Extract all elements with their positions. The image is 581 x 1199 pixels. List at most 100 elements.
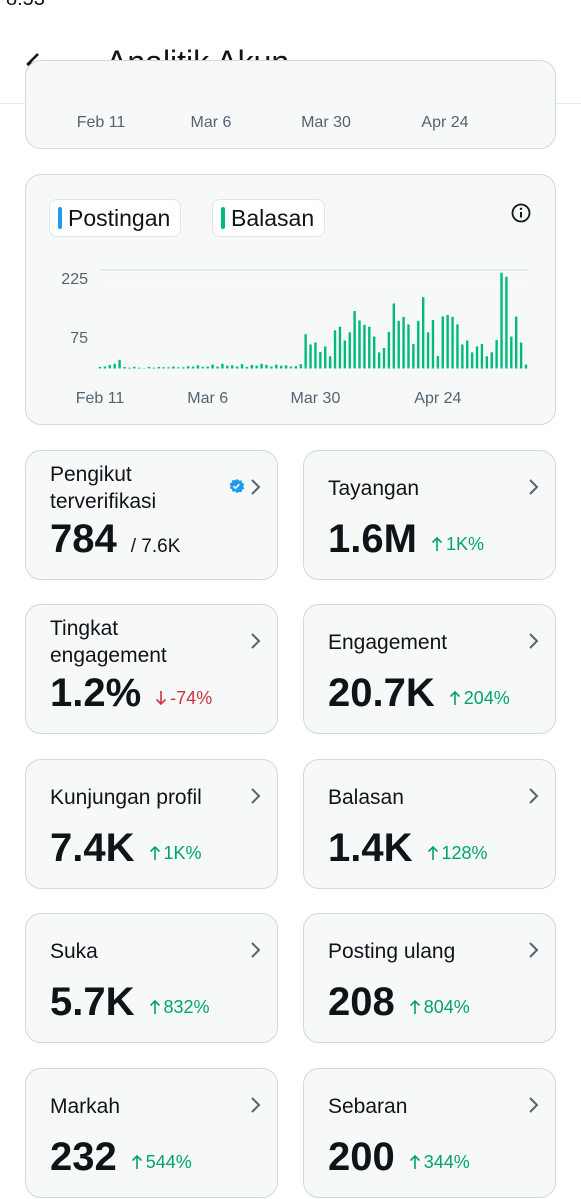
bar [328,356,332,369]
change-arrow [149,845,160,860]
metric-value-row: 1.2% -74% [50,671,212,716]
bar [319,351,322,368]
metric-value: 784 [50,517,117,561]
change-arrow [431,536,443,551]
metric-card[interactable]: Kunjungan profil 7.4K 1K% [25,759,278,889]
change-arrow [131,1154,142,1169]
bar [456,324,459,368]
x-tick-label: Feb 11 [76,390,125,407]
metric-change-value: 128% [441,842,488,863]
change-arrow [449,690,460,705]
metric-value: 1.6M [328,517,417,561]
bar [191,366,195,369]
legend-label: Postingan [68,204,171,231]
bar [382,367,386,369]
bar [103,366,107,369]
bar [480,367,484,369]
bar [368,326,371,369]
bar [505,367,508,369]
metric-label: Tingkat engagement [50,617,167,667]
legend-item[interactable]: Postingan [49,199,182,237]
metric-card[interactable]: Pengikut terverifikasi 784 / 7.6K [25,450,278,580]
bar [392,303,395,368]
bar [524,364,528,369]
metric-change-value: 344% [423,1151,470,1172]
metric-value: 5.7K [50,980,135,1024]
x-label: Mar 30 [301,114,351,131]
legend-swatch [221,207,225,229]
bar [235,366,239,369]
bar [147,366,151,369]
info-icon[interactable] [510,202,532,224]
metric-card[interactable]: Sebaran 200 344% [303,1068,556,1198]
bar [226,365,229,369]
bar [162,367,165,369]
metric-card[interactable]: Engagement 20.7K 204% [303,604,556,734]
bar [519,342,523,369]
bar [186,366,190,369]
bar [441,316,444,368]
bar [128,367,131,369]
metric-card[interactable]: Tayangan 1.6M 1K% [303,450,556,580]
bar [240,364,244,369]
bar [515,316,518,368]
metric-change: 1K% [431,534,484,555]
metric-change-value: -74% [170,687,213,708]
change-arrow [427,845,438,860]
bar [490,352,493,369]
bar [265,364,268,369]
metric-value: 1.4K [328,826,413,870]
bar [98,366,102,369]
chevron [251,1097,261,1113]
bar [348,367,351,369]
bar [441,367,444,369]
metric-label: Posting ulang [328,939,456,963]
metric-label: Sebaran [328,1094,408,1118]
previous-chart-card [25,60,556,149]
metric-card[interactable]: Balasan 1.4K 128% [303,759,556,889]
bar [108,364,111,369]
metric-change: 128% [427,843,488,864]
bar [182,367,185,369]
metric-change-value: 804% [423,996,470,1017]
change-arrow [149,999,160,1014]
metric-label: Suka [50,939,98,963]
chevron [251,788,261,804]
bar [402,316,405,369]
metric-change-value: 1K% [445,533,484,554]
bar [309,344,312,369]
bar [314,342,317,369]
bar [382,348,386,368]
bar [333,330,337,368]
metric-value-row: 232 544% [50,1135,192,1180]
change-arrow [409,999,420,1014]
legend-item[interactable]: Balasan [212,199,326,237]
bar [466,340,469,369]
metric-card[interactable]: Suka 5.7K 832% [25,913,278,1043]
bar [495,367,498,369]
bar [167,367,170,369]
bar [284,365,288,369]
metric-value: 1.2% [50,671,142,715]
bar [177,367,180,369]
chevron [529,1097,539,1113]
metric-card[interactable]: Markah 232 544% [25,1068,278,1198]
x-tick-label: Mar 6 [187,390,228,407]
metric-change: 204% [449,688,510,709]
bar [421,297,425,369]
legend-label: Balasan [231,204,315,231]
bar [412,344,415,368]
bar [270,366,273,369]
bar [377,352,381,369]
bar [426,367,430,369]
x-label: Mar 6 [190,114,232,131]
y-tick-label: 225 [61,271,88,288]
metric-card[interactable]: Posting ulang 208 804% [303,913,556,1043]
bar [333,367,337,369]
bar [245,366,249,369]
metric-value: 7.4K [50,826,135,870]
bar [451,316,454,369]
metric-card[interactable]: Tingkat engagement 1.2% -74% [25,604,278,734]
bar [431,320,435,368]
